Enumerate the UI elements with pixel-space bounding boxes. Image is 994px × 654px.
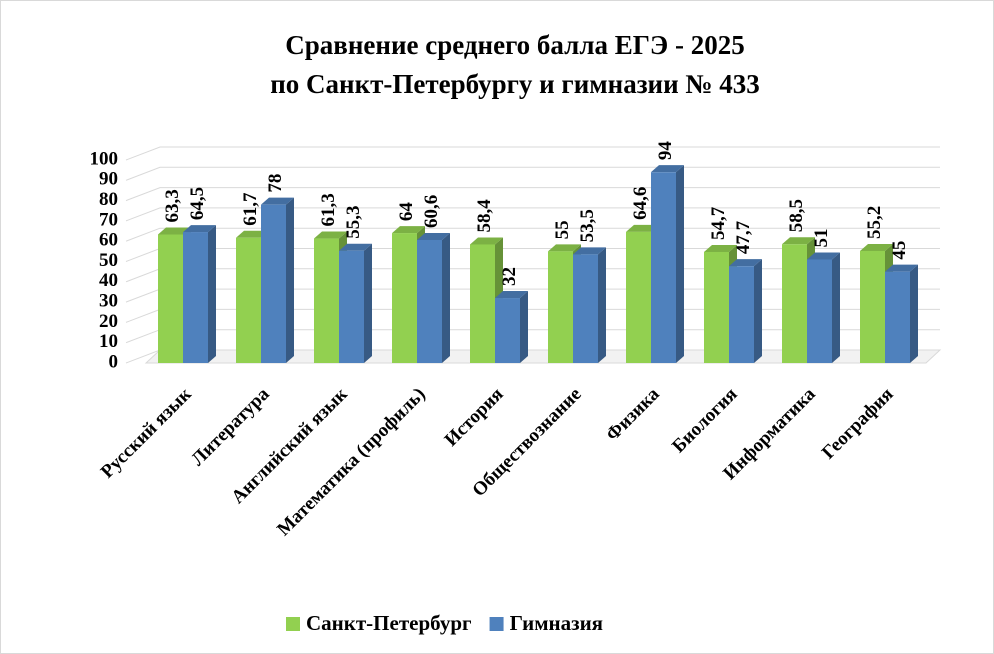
legend-label: Санкт-Петербург xyxy=(306,611,472,635)
bar-side xyxy=(676,165,684,363)
bar-side xyxy=(832,252,840,363)
data-label: 61,7 xyxy=(240,192,261,226)
bar xyxy=(314,238,339,363)
y-tick-label: 20 xyxy=(99,311,118,332)
data-label: 55 xyxy=(552,220,573,239)
bar xyxy=(470,244,495,363)
y-tick-label: 30 xyxy=(99,290,118,311)
bar xyxy=(158,234,183,363)
bar xyxy=(782,244,807,363)
y-tick-label: 40 xyxy=(99,270,118,291)
bar-top xyxy=(885,264,918,272)
data-label: 94 xyxy=(655,141,676,161)
bar-side xyxy=(910,264,918,363)
bar xyxy=(417,239,442,363)
bar xyxy=(495,298,520,363)
grid-line xyxy=(125,146,940,161)
bar-top xyxy=(782,237,815,245)
bar xyxy=(548,251,573,363)
data-label: 55,3 xyxy=(343,205,364,238)
legend-label: Гимназия xyxy=(510,611,603,635)
bar-top xyxy=(158,227,191,235)
data-label: 64,6 xyxy=(630,187,651,220)
bar xyxy=(626,231,651,363)
data-label: 53,5 xyxy=(577,209,598,242)
data-label: 78 xyxy=(265,174,286,193)
bar-side xyxy=(520,291,528,363)
bar xyxy=(261,204,286,363)
bar xyxy=(651,172,676,363)
bar-top xyxy=(860,243,893,251)
y-tick-label: 60 xyxy=(99,230,118,251)
bar-side xyxy=(208,225,216,363)
data-label: 54,7 xyxy=(708,206,729,240)
bar-top xyxy=(261,197,294,205)
data-label: 61,3 xyxy=(318,193,339,226)
bar-side xyxy=(598,247,606,363)
bar-top xyxy=(183,225,216,233)
y-tick-label: 50 xyxy=(99,250,118,271)
bar-top xyxy=(651,165,684,173)
legend-swatch xyxy=(489,617,504,631)
data-label: 63,3 xyxy=(162,189,183,222)
data-label: 60,6 xyxy=(421,195,442,228)
data-label: 51 xyxy=(811,228,832,247)
y-tick-label: 80 xyxy=(99,189,118,210)
bar xyxy=(729,266,754,363)
bar-side xyxy=(286,197,294,363)
bar-top xyxy=(807,252,840,260)
data-label: 47,7 xyxy=(733,220,754,254)
bar xyxy=(704,251,729,363)
bar-top xyxy=(470,237,503,245)
bar xyxy=(183,232,208,363)
data-label: 58,5 xyxy=(786,199,807,232)
bar-top xyxy=(314,231,347,239)
bar-top xyxy=(236,230,269,238)
y-tick-label: 70 xyxy=(99,209,118,230)
bar xyxy=(860,250,885,363)
bar xyxy=(807,259,832,363)
bar xyxy=(573,254,598,363)
bar-side xyxy=(364,243,372,363)
bar-top xyxy=(548,244,581,252)
legend-swatch xyxy=(286,617,300,631)
data-label: 64 xyxy=(396,202,417,222)
data-label: 64,5 xyxy=(187,187,208,220)
bar-top xyxy=(495,291,528,299)
y-tick-label: 90 xyxy=(99,169,118,190)
y-tick-label: 10 xyxy=(99,331,118,352)
chart-title: Сравнение среднего балла ЕГЭ - 2025 xyxy=(285,30,744,60)
data-label: 32 xyxy=(499,267,520,286)
bar-side xyxy=(442,232,450,363)
bar xyxy=(885,271,910,363)
bar-top xyxy=(339,243,372,251)
bar-top xyxy=(573,247,606,255)
bar-top xyxy=(626,224,659,232)
bar xyxy=(339,250,364,363)
bar-top xyxy=(417,232,450,240)
chart-title: по Санкт-Петербургу и гимназии № 433 xyxy=(270,69,760,99)
y-tick-label: 0 xyxy=(109,351,119,372)
data-label: 55,2 xyxy=(864,206,885,239)
y-tick-label: 100 xyxy=(90,148,119,169)
data-label: 58,4 xyxy=(474,199,495,233)
bar xyxy=(236,237,261,363)
data-label: 45 xyxy=(889,241,910,260)
bar-side xyxy=(754,259,762,363)
bar-top xyxy=(729,259,762,267)
bar-top xyxy=(392,226,425,234)
bar xyxy=(392,233,417,363)
bar-top xyxy=(704,244,737,252)
